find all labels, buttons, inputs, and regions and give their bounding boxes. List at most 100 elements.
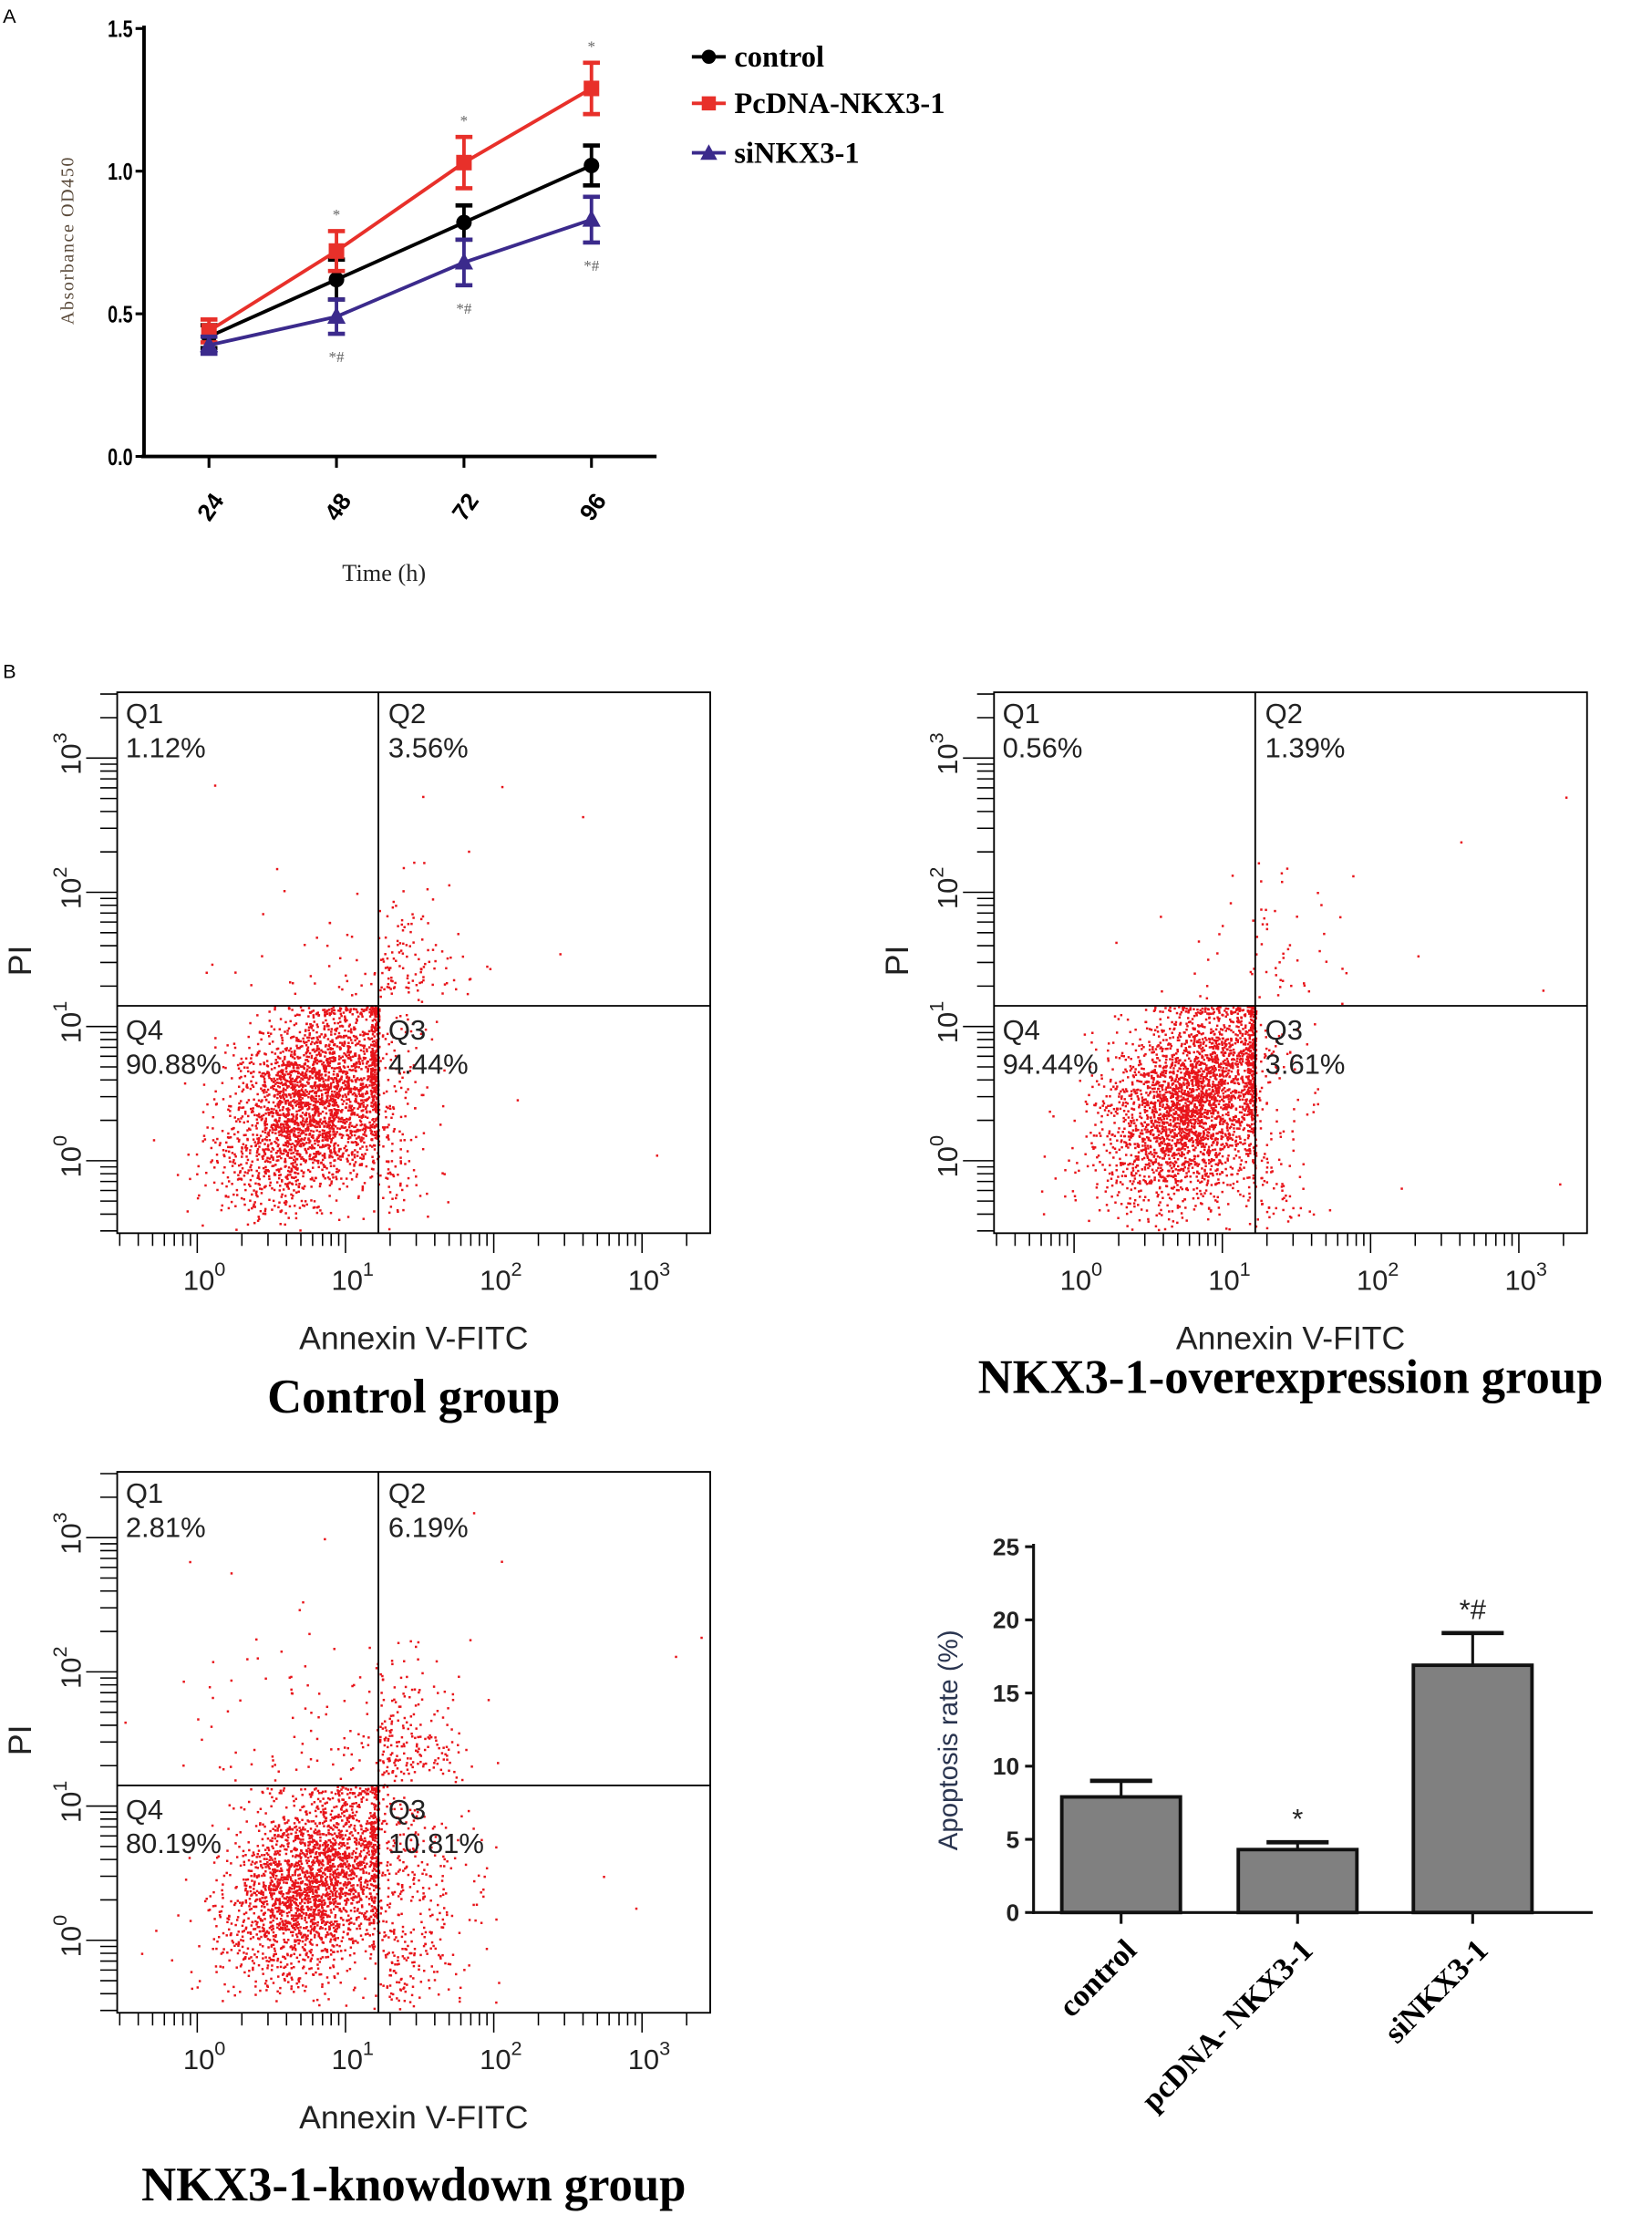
event-dot [1194, 1077, 1198, 1081]
event-dot [337, 1116, 340, 1119]
event-dot [1097, 1154, 1100, 1157]
event-dot [295, 1084, 299, 1087]
event-dot [324, 1014, 326, 1018]
event-dot [387, 1168, 390, 1171]
event-dot [300, 1009, 304, 1012]
event-dot [336, 1167, 338, 1171]
event-dot [299, 1094, 302, 1097]
event-dot [373, 1133, 376, 1137]
event-dot [260, 1087, 263, 1090]
event-dot [302, 1117, 305, 1120]
event-dot [299, 1099, 302, 1102]
event-dot [388, 967, 392, 969]
event-dot [284, 1020, 287, 1024]
event-dot [1196, 1096, 1200, 1100]
event-dot [361, 1128, 364, 1132]
event-dot [370, 1138, 373, 1141]
event-dot [1152, 1009, 1156, 1012]
event-dot [282, 1063, 284, 1067]
event-dot [303, 1138, 305, 1142]
event-dot [398, 942, 402, 945]
event-dot [305, 1101, 307, 1104]
event-dot [339, 1056, 343, 1060]
event-dot [269, 1181, 272, 1185]
event-dot [359, 1156, 362, 1160]
event-dot [325, 1133, 328, 1137]
event-dot [239, 1170, 242, 1173]
event-dot [336, 1113, 338, 1117]
event-dot [1152, 1124, 1155, 1127]
event-dot [294, 1061, 296, 1064]
event-dot [227, 1180, 231, 1183]
event-dot [270, 1123, 274, 1127]
event-dot [272, 1158, 274, 1162]
event-dot [385, 1160, 388, 1163]
event-dot [258, 1030, 262, 1033]
event-dot [324, 1156, 326, 1159]
event-dot [344, 1126, 347, 1129]
event-dot [1083, 1033, 1087, 1036]
event-dot [341, 1082, 345, 1084]
event-dot [303, 1123, 306, 1126]
event-dot [333, 1146, 336, 1150]
event-dot [1225, 1122, 1228, 1124]
event-dot [360, 1013, 364, 1016]
event-dot [290, 1182, 294, 1185]
event-dot [348, 1068, 351, 1071]
event-dot [1118, 1127, 1120, 1130]
event-dot [281, 1108, 284, 1112]
event-dot [288, 1133, 291, 1136]
event-dot [379, 1060, 382, 1062]
event-dot [427, 922, 429, 925]
event-dot [1136, 1095, 1140, 1098]
event-dot [1108, 1172, 1111, 1175]
event-dot [222, 1171, 225, 1175]
event-dot [263, 1213, 267, 1216]
event-dot [1196, 1144, 1200, 1147]
event-dot [1105, 1204, 1109, 1206]
event-dot [407, 1176, 410, 1180]
event-dot [250, 1164, 253, 1166]
event-dot [1172, 1116, 1175, 1120]
event-dot [1159, 1102, 1162, 1105]
event-dot [1215, 1141, 1219, 1144]
event-dot [395, 959, 398, 962]
event-dot [335, 1133, 337, 1135]
event-dot [315, 1059, 319, 1061]
event-dot [1191, 1144, 1194, 1147]
event-dot [398, 951, 401, 954]
event-dot [443, 983, 447, 986]
event-dot [1154, 1006, 1157, 1009]
event-dot [356, 1107, 359, 1110]
event-dot [1169, 1123, 1172, 1125]
event-dot [1229, 1184, 1232, 1186]
panel-label-a: A [3, 5, 16, 27]
event-dot [1187, 1010, 1190, 1013]
event-dot [298, 1047, 301, 1050]
event-dot [340, 1024, 344, 1028]
event-dot [1218, 1131, 1221, 1133]
event-dot [260, 1192, 263, 1195]
event-dot [327, 1171, 331, 1175]
event-dot [331, 1173, 334, 1176]
event-dot [1225, 1126, 1229, 1130]
event-dot [286, 1177, 289, 1181]
event-dot [1199, 1120, 1203, 1123]
event-dot [1230, 1009, 1233, 1013]
event-dot [269, 1161, 272, 1164]
event-dot [252, 1205, 255, 1208]
event-dot [1205, 1071, 1209, 1075]
event-dot [1212, 1174, 1214, 1177]
event-dot [322, 1175, 325, 1178]
event-dot [399, 1139, 402, 1142]
event-dot [266, 1106, 269, 1110]
event-dot [328, 1102, 331, 1106]
event-dot [1187, 1083, 1191, 1087]
event-dot [252, 1133, 254, 1136]
event-dot [277, 1206, 280, 1209]
event-dot [405, 1091, 408, 1093]
event-dot [1170, 1094, 1173, 1097]
event-dot [331, 1094, 335, 1098]
event-dot [1236, 1007, 1240, 1009]
event-dot [265, 1126, 268, 1130]
